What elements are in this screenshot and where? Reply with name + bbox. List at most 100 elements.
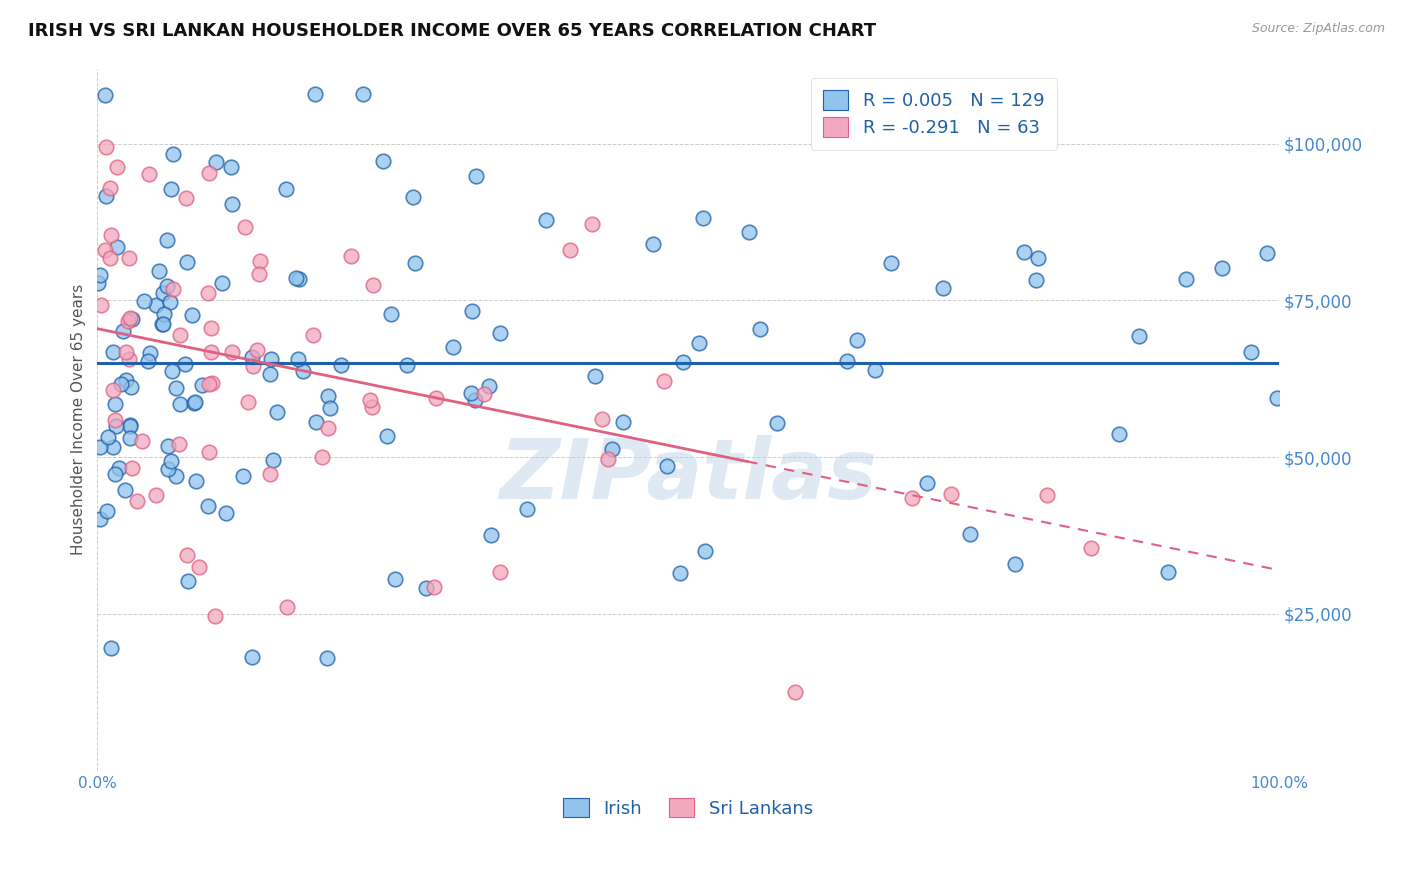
Point [94, 189, 117, 203]
Point [200, 344, 222, 359]
Point [591, 412, 613, 426]
Point [329, 358, 352, 372]
Point [318, 421, 340, 435]
Point [197, 285, 219, 300]
Point [260, 352, 283, 367]
Point [150, 317, 173, 331]
Point [169, 328, 191, 343]
Point [262, 453, 284, 467]
Point [915, 476, 938, 491]
Point [132, 293, 155, 308]
Point [94, 243, 117, 257]
Point [352, 87, 374, 101]
Point [266, 404, 288, 418]
Point [259, 467, 281, 481]
Point [1256, 245, 1278, 260]
Point [89, 512, 111, 526]
Point [845, 333, 868, 347]
Point [191, 378, 214, 392]
Point [612, 415, 634, 429]
Point [363, 278, 385, 293]
Point [316, 650, 339, 665]
Point [160, 182, 183, 196]
Point [118, 252, 141, 266]
Point [89, 268, 111, 283]
Point [115, 345, 138, 359]
Point [165, 469, 187, 483]
Point [959, 526, 981, 541]
Point [148, 264, 170, 278]
Point [120, 311, 142, 326]
Point [156, 279, 179, 293]
Point [156, 233, 179, 247]
Point [479, 528, 502, 542]
Point [183, 396, 205, 410]
Point [125, 493, 148, 508]
Point [785, 684, 807, 698]
Point [939, 486, 962, 500]
Point [198, 445, 221, 459]
Point [371, 153, 394, 168]
Point [285, 270, 308, 285]
Point [692, 211, 714, 226]
Point [359, 392, 381, 407]
Point [174, 357, 197, 371]
Point [167, 437, 190, 451]
Point [598, 452, 620, 467]
Point [117, 314, 139, 328]
Point [89, 440, 111, 454]
Point [221, 197, 243, 211]
Point [276, 600, 298, 615]
Point [221, 345, 243, 359]
Point [415, 581, 437, 595]
Point [136, 354, 159, 368]
Point [118, 419, 141, 434]
Point [738, 225, 761, 239]
Point [145, 488, 167, 502]
Point [304, 87, 326, 101]
Point [1026, 252, 1049, 266]
Point [1175, 272, 1198, 286]
Point [105, 240, 128, 254]
Point [396, 358, 419, 372]
Point [402, 190, 425, 204]
Point [174, 191, 197, 205]
Point [863, 363, 886, 377]
Point [120, 418, 142, 433]
Point [94, 88, 117, 103]
Point [249, 267, 271, 281]
Point [669, 566, 692, 581]
Point [197, 166, 219, 180]
Point [1267, 391, 1289, 405]
Point [105, 419, 128, 434]
Point [104, 467, 127, 481]
Point [204, 609, 226, 624]
Point [233, 219, 256, 234]
Point [404, 255, 426, 269]
Point [98, 251, 121, 265]
Point [162, 364, 184, 378]
Point [460, 304, 482, 318]
Point [118, 351, 141, 366]
Point [318, 389, 340, 403]
Point [94, 140, 117, 154]
Point [672, 354, 695, 368]
Point [478, 379, 501, 393]
Point [460, 386, 482, 401]
Point [274, 182, 297, 196]
Point [120, 379, 142, 393]
Point [114, 483, 136, 497]
Point [583, 369, 606, 384]
Point [121, 311, 143, 326]
Point [422, 580, 444, 594]
Point [232, 468, 254, 483]
Point [152, 307, 174, 321]
Point [103, 413, 125, 427]
Point [184, 394, 207, 409]
Y-axis label: Householder Income Over 65 years: Householder Income Over 65 years [72, 284, 86, 555]
Point [152, 318, 174, 332]
Point [688, 336, 710, 351]
Point [489, 326, 512, 341]
Point [305, 415, 328, 429]
Point [1012, 245, 1035, 260]
